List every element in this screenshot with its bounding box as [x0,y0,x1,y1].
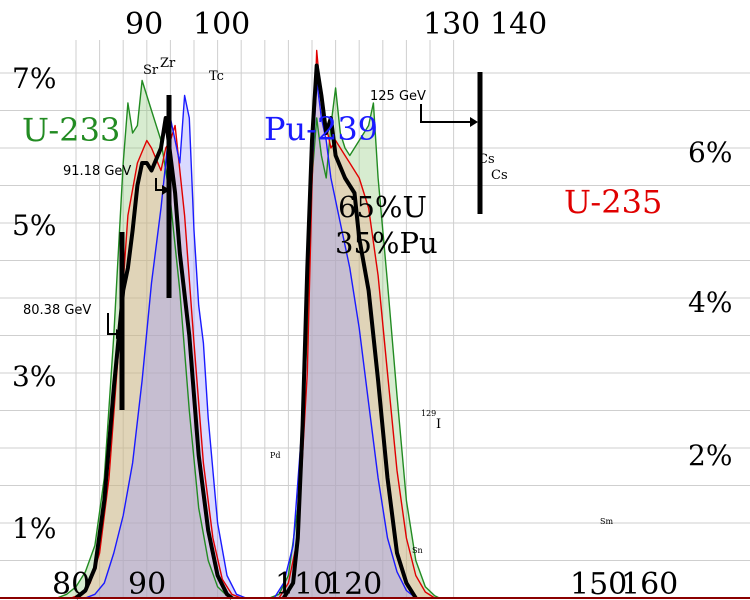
marker-arrowhead-91 [162,185,170,195]
mix-label-pu: 35%Pu [335,226,438,260]
x-tick-label: 80 [52,567,90,600]
x-tick-label: 90 [125,7,163,42]
mass-markers: 80.38 GeV 91.18 GeV 125 GeV [23,72,483,410]
mix-label-u: 65%U [338,190,427,224]
element-label-sr: Sr [143,63,159,78]
series-area-0-0 [57,80,237,598]
y-tick-label: 2% [688,439,732,472]
series-lines [56,49,440,600]
element-label-i: I [436,417,441,432]
series-line-0-0 [56,79,237,599]
series-labels: U-233 Pu-239 U-235 [22,110,662,221]
element-label-sn: Sn [412,546,423,555]
y-tick-label: 5% [12,209,56,242]
element-label-zr: Zr [160,56,176,71]
series-line-1-0 [71,124,242,599]
x-tick-label: 100 [193,7,250,42]
x-tick-label: 120 [325,567,382,600]
y-tick-label: 3% [12,360,56,393]
series-label-u235: U-235 [564,183,662,221]
y-tick-label: 1% [12,512,56,545]
element-label-129: 129 [421,409,436,418]
y-tick-label: 7% [12,62,56,95]
series-area-1-0 [71,125,242,598]
series-line-3-0 [74,116,234,600]
mix-label: 65%U 35%Pu [335,190,438,260]
series-area-2-1 [274,80,416,598]
x-tick-label: 160 [621,567,678,600]
element-label-tc: Tc [209,69,224,84]
element-label-pd: Pd [270,451,281,460]
marker-arrow-91 [155,178,163,191]
marker-label-91: 91.18 GeV [63,164,131,179]
x-tick-label: 150 [570,567,627,600]
series-line-1-1 [278,49,436,599]
y-tick-label: 4% [688,286,732,319]
marker-arrow-80 [107,313,118,335]
y-tick-label: 6% [688,136,732,169]
marker-arrow-125 [420,104,470,123]
x-ticks-bottom: 80 90 110 120 150 160 [52,567,678,600]
x-tick-label: 140 [490,7,547,42]
marker-arrowhead-125 [470,117,478,127]
x-tick-label: 90 [128,567,166,600]
x-ticks-top: 90 100 130 140 [125,7,547,42]
series-label-u233: U-233 [22,111,120,149]
series-area-2-0 [85,95,246,598]
element-label-cs: Cs [491,168,508,183]
series-line-3-1 [282,63,418,600]
x-tick-label: 130 [423,7,480,42]
marker-label-80: 80.38 GeV [23,303,91,318]
marker-arrowhead-80 [116,329,124,339]
y-ticks-right: 2% 4% 6% [688,136,732,472]
series-line-2-0 [85,94,247,599]
marker-label-125: 125 GeV [370,89,426,104]
series-label-pu239: Pu-239 [264,110,378,148]
element-label-cs: Cs [478,152,495,167]
x-tick-label: 110 [275,567,332,600]
element-labels: Sr Zr Tc Cs Cs Pd Sn Sm 129 I [143,56,613,555]
element-label-sm: Sm [600,517,613,526]
y-ticks-left: 1% 3% 5% 7% [12,62,56,545]
series-line-0-1 [269,87,440,599]
